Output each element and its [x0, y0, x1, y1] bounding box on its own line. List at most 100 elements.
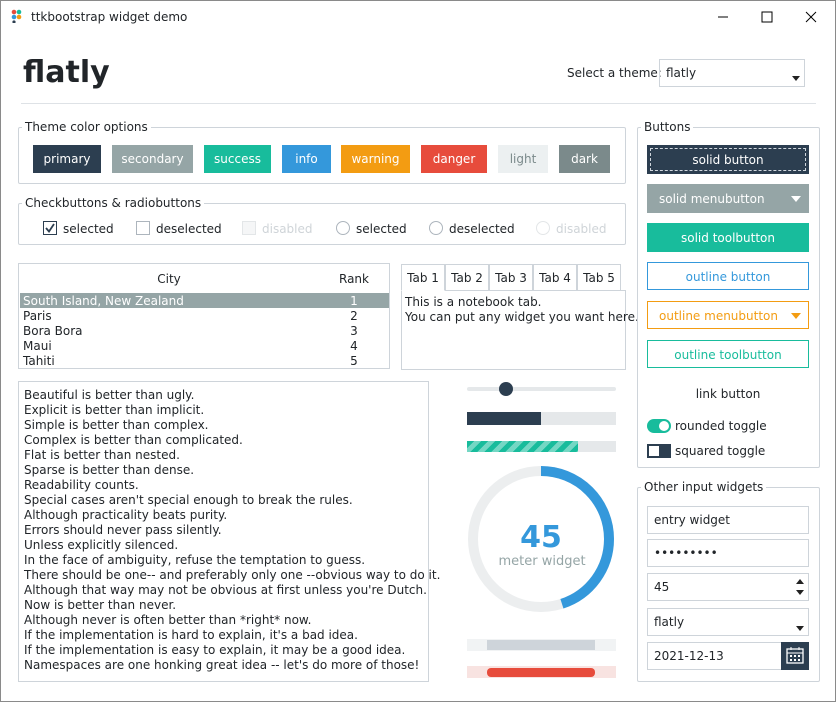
theme-select[interactable] [659, 59, 805, 87]
theme-button-label: danger [432, 152, 476, 166]
table-cell: 4 [350, 339, 358, 353]
table [18, 263, 390, 369]
theme-name: flatly [23, 55, 110, 90]
meter-arc [468, 466, 614, 612]
dropdown-arrow [796, 626, 804, 631]
table-cell: 3 [350, 324, 358, 338]
notebook-tab-label: Tab 5 [583, 271, 615, 285]
notebook-tab-label: Tab 4 [539, 271, 571, 285]
table-cell: 2 [350, 309, 358, 323]
table-cell: Bora Bora [23, 324, 83, 338]
text-line: Readability counts. [24, 478, 139, 492]
frame-title: Buttons [641, 119, 694, 135]
text-line: If the implementation is easy to explain… [24, 643, 406, 657]
theme-button[interactable] [498, 145, 548, 173]
outline-button[interactable] [647, 262, 809, 290]
table-cell: Paris [23, 309, 52, 323]
text-line: Special cases aren't special enough to b… [24, 493, 353, 507]
notebook-tab-label: Tab 2 [451, 271, 483, 285]
text-line: If the implementation is hard to explain… [24, 628, 358, 642]
theme-button-label: dark [571, 152, 598, 166]
theme-button-label: success [214, 152, 261, 166]
theme-button[interactable] [421, 145, 487, 173]
solid-button[interactable] [647, 145, 809, 174]
theme-button[interactable] [341, 145, 410, 173]
button-label: outline toolbutton [674, 348, 782, 362]
dropdown-arrow [791, 313, 801, 319]
selected-row [20, 293, 389, 308]
theme-button[interactable] [204, 145, 271, 173]
text-line: There should be one-- and preferably onl… [24, 568, 441, 582]
spinbox-field[interactable] [647, 573, 809, 601]
frame-title: Theme color options [22, 119, 151, 135]
check-label: selected [63, 222, 114, 236]
window-title: ttkbootstrap widget demo [31, 10, 188, 24]
check-label: deselected [156, 222, 222, 236]
notebook-tab-label: Tab 3 [495, 271, 527, 285]
check-label: deselected [449, 222, 515, 236]
theme-button-label: secondary [121, 152, 184, 166]
dropdown-arrow [792, 76, 800, 81]
checkbox [242, 221, 256, 235]
radiobutton[interactable] [429, 221, 443, 235]
notebook-tab[interactable] [489, 264, 533, 291]
scrollbar-thumb[interactable] [487, 640, 595, 650]
theme-select-value: flatly [666, 66, 697, 80]
table-cell: 5 [350, 354, 358, 368]
password-field[interactable] [647, 539, 809, 567]
text-line: Complex is better than complicated. [24, 433, 243, 447]
button-label: solid button [692, 153, 764, 167]
spinbox-arrows[interactable] [796, 578, 804, 596]
outline-menubutton[interactable] [647, 301, 809, 329]
combobox-field[interactable] [647, 608, 809, 636]
text-line: Flat is better than nested. [24, 448, 180, 462]
theme-button[interactable] [282, 145, 331, 173]
table-header: Rank [339, 272, 369, 286]
solid-toolbutton[interactable] [647, 223, 809, 252]
scrollbar-thumb[interactable] [487, 668, 595, 677]
checkbox[interactable] [43, 221, 57, 235]
button-label: outline menubutton [659, 309, 778, 323]
text-line: Although that way may not be obvious at … [24, 583, 427, 597]
toggle-label: squared toggle [675, 444, 766, 458]
text-line: Sparse is better than dense. [24, 463, 195, 477]
entry-field[interactable] [647, 506, 809, 534]
theme-label: Select a theme: [567, 66, 662, 80]
entry-value: entry widget [654, 513, 731, 527]
checkbox[interactable] [136, 221, 150, 235]
notebook-tab[interactable] [401, 264, 445, 291]
notebook-tab[interactable] [533, 264, 577, 291]
focus-ring [650, 148, 806, 171]
table-cell: Tahiti [23, 354, 55, 368]
theme-button[interactable] [559, 145, 610, 173]
theme-button[interactable] [112, 145, 193, 173]
outline-toolbutton[interactable] [647, 340, 809, 368]
app-icon [11, 9, 22, 23]
table-cell: Maui [23, 339, 52, 353]
separator [21, 103, 816, 104]
radiobutton[interactable] [336, 221, 350, 235]
notebook-tab[interactable] [577, 264, 621, 291]
text-line: Simple is better than complex. [24, 418, 209, 432]
theme-button[interactable] [33, 145, 101, 173]
check-label: disabled [262, 222, 313, 236]
text-line: Although practicality beats purity. [24, 508, 228, 522]
check-label: selected [356, 222, 407, 236]
frame-title: Other input widgets [641, 479, 767, 495]
text-line: Namespaces are one honking great idea --… [24, 658, 420, 672]
button-label: solid menubutton [659, 192, 765, 206]
solid-menubutton[interactable] [647, 184, 809, 213]
button-label: outline button [685, 270, 771, 284]
notebook-tab[interactable] [445, 264, 489, 291]
slider-handle[interactable] [499, 382, 513, 396]
date-button[interactable] [781, 642, 809, 670]
text-line: Explicit is better than implicit. [24, 403, 205, 417]
meter [468, 466, 614, 612]
notebook-tab-label: Tab 1 [407, 271, 439, 285]
radiobutton [536, 221, 550, 235]
table-cell: 1 [350, 294, 358, 308]
striped-fill [467, 441, 578, 452]
frame-title: Checkbuttons & radiobuttons [22, 195, 205, 211]
window-controls[interactable] [711, 5, 831, 29]
